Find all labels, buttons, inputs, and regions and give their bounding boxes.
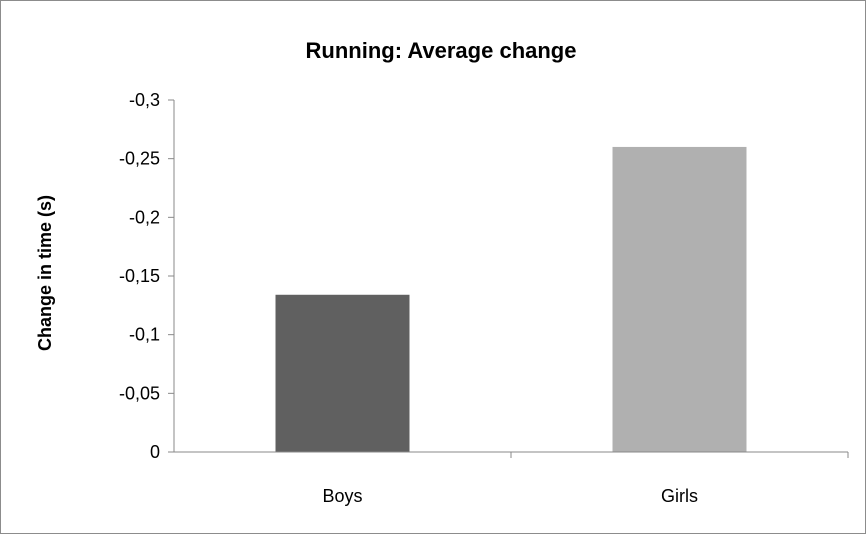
y-tick-label: 0 — [150, 442, 160, 462]
category-label: Boys — [322, 486, 362, 506]
y-axis-label: Change in time (s) — [35, 195, 55, 351]
y-axis-ticks: 0 -0,05 -0,1 -0,15 -0,2 -0,25 -0,3 — [119, 90, 174, 462]
bars — [275, 146, 747, 452]
y-tick-label: -0,05 — [119, 383, 160, 403]
y-tick-label: -0,1 — [129, 325, 160, 345]
bar-boys — [275, 294, 410, 452]
bar-girls — [612, 146, 747, 452]
y-tick-label: -0,2 — [129, 207, 160, 227]
x-axis-ticks — [510, 452, 849, 458]
chart-title: Running: Average change — [306, 38, 577, 63]
y-tick-label: -0,25 — [119, 149, 160, 169]
y-tick-label: -0,15 — [119, 266, 160, 286]
category-labels: Boys Girls — [322, 486, 698, 506]
y-tick-label: -0,3 — [129, 90, 160, 110]
category-label: Girls — [661, 486, 698, 506]
